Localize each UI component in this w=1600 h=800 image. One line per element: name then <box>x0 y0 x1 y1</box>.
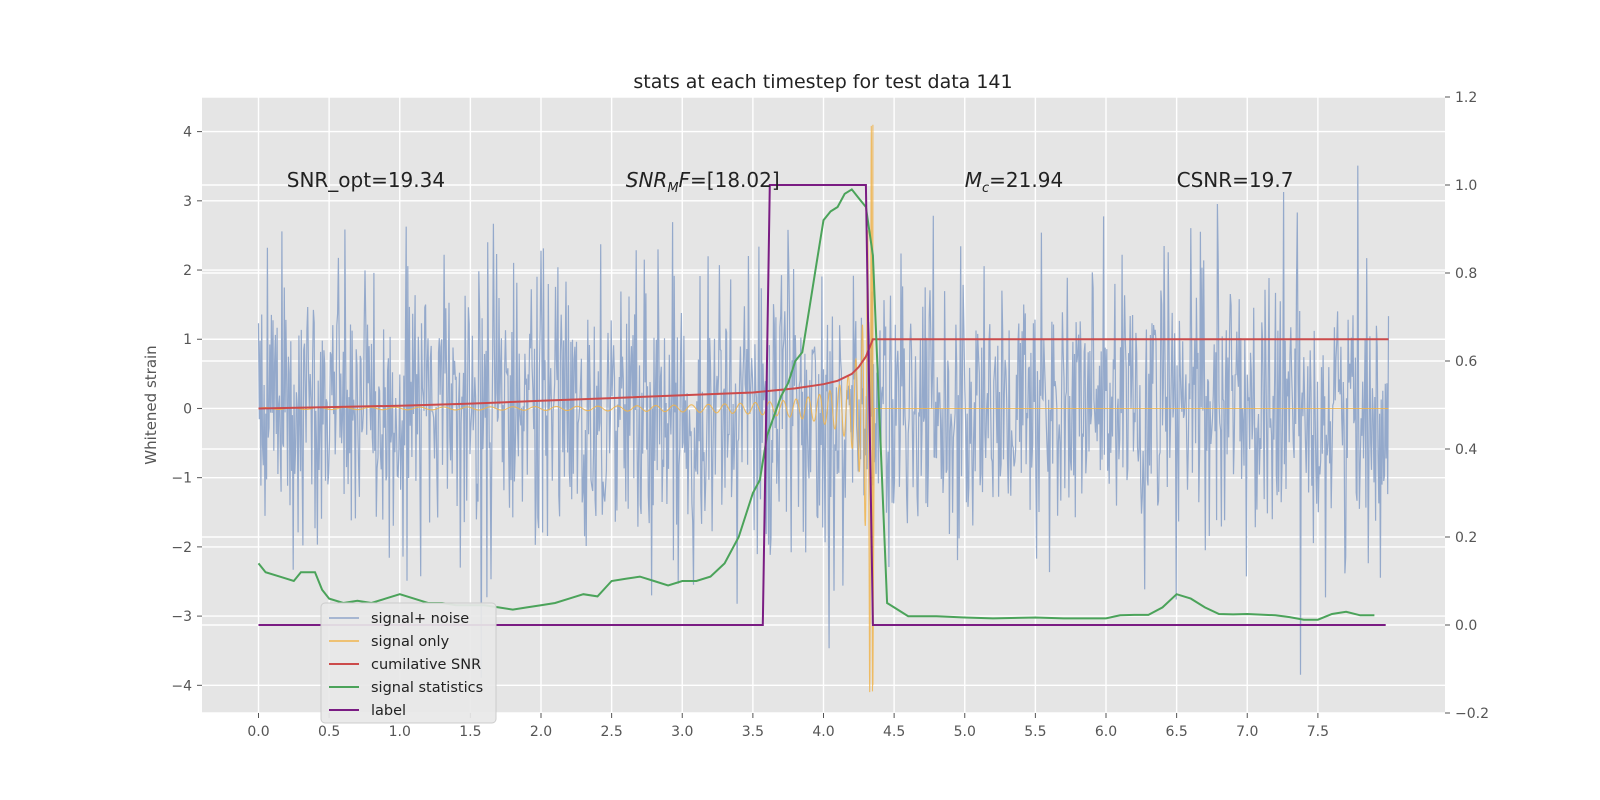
y2-tick-label: 0.0 <box>1455 618 1477 634</box>
y-axis-label: Whitened strain <box>142 345 160 464</box>
y-tick-label: 0 <box>183 401 192 417</box>
x-tick-label: 7.5 <box>1307 724 1329 740</box>
x-tick-label: 7.0 <box>1236 724 1258 740</box>
x-tick-label: 3.0 <box>671 724 693 740</box>
legend-entry: signal only <box>371 634 450 650</box>
y-axis-right: 1.2 1.0 0.8 0.6 0.4 0.2 0.0 −0.2 <box>1445 90 1489 722</box>
y2-tick-label: 1.2 <box>1455 90 1477 106</box>
y-tick-label: 3 <box>183 194 192 210</box>
x-axis: 0.0 0.5 1.0 1.5 2.0 2.5 3.0 3.5 4.0 4.5 5.0 5.5 6.0 6… <box>247 713 1329 740</box>
y-tick-label: 2 <box>183 263 192 279</box>
y2-tick-label: 0.6 <box>1455 354 1477 370</box>
series-signal-only <box>258 124 1389 693</box>
y2-tick-label: −0.2 <box>1455 706 1489 722</box>
x-tick-label: 1.0 <box>389 724 411 740</box>
legend-box <box>320 602 497 724</box>
series-layer <box>257 124 1390 693</box>
x-tick-label: 2.0 <box>530 724 552 740</box>
y2-tick-label: 0.8 <box>1455 266 1477 282</box>
x-tick-label: 5.0 <box>954 724 976 740</box>
annotation-snr-mf: SNRMF=[18.02] <box>626 168 780 196</box>
legend-entry: signal statistics <box>371 680 483 696</box>
series-label <box>258 184 1386 626</box>
legend-entry: signal+ noise <box>371 611 469 627</box>
y-tick-label: −3 <box>171 609 192 625</box>
series-signal-statistics <box>257 188 1375 621</box>
annotation-chirp-mass: Mc=21.94 <box>965 168 1063 196</box>
x-tick-label: 5.5 <box>1024 724 1046 740</box>
annotation-snr-opt: SNR_opt=19.34 <box>287 168 445 192</box>
y-tick-label: −2 <box>171 540 192 556</box>
y-axis-left: 4 3 2 1 0 −1 −2 −3 −4 <box>171 125 202 694</box>
x-tick-label: 0.5 <box>318 724 340 740</box>
x-tick-label: 1.5 <box>459 724 481 740</box>
x-tick-label: 4.0 <box>812 724 834 740</box>
x-tick-label: 0.0 <box>247 724 269 740</box>
chart-title: stats at each timestep for test data 141 <box>633 71 1012 93</box>
y-tick-label: 1 <box>183 332 192 348</box>
annotation-csnr: CSNR=19.7 <box>1177 168 1294 192</box>
x-tick-label: 3.5 <box>742 724 764 740</box>
legend-entry: cumilative SNR <box>371 657 481 673</box>
legend: signal+ noise signal only cumilative SNR si… <box>320 602 497 724</box>
x-tick-label: 2.5 <box>600 724 622 740</box>
y-tick-label: 4 <box>183 125 192 141</box>
annotations: SNR_opt=19.34 SNRMF=[18.02] Mc=21.94 CSNR=1… <box>287 168 1294 196</box>
y-tick-label: −1 <box>171 471 192 487</box>
y-tick-label: −4 <box>171 678 192 694</box>
y2-tick-label: 0.4 <box>1455 442 1477 458</box>
y2-tick-label: 0.2 <box>1455 530 1477 546</box>
series-cumilative-snr <box>258 338 1389 410</box>
x-tick-label: 4.5 <box>883 724 905 740</box>
series-signal-plus-noise <box>257 165 1390 678</box>
legend-entry: label <box>371 703 406 719</box>
y2-tick-label: 1.0 <box>1455 178 1477 194</box>
x-tick-label: 6.0 <box>1095 724 1117 740</box>
x-tick-label: 6.5 <box>1165 724 1187 740</box>
